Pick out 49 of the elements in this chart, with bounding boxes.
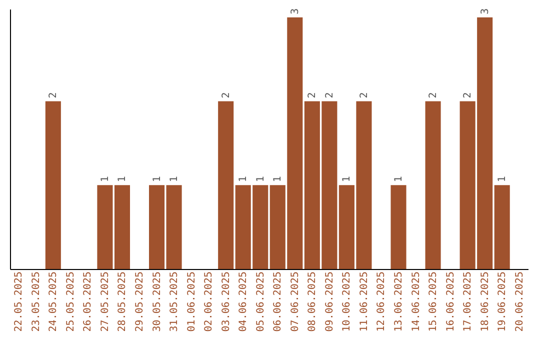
- x-tick-label: 15.06.2025: [428, 272, 440, 332]
- x-tick-label: 05.06.2025: [255, 272, 266, 332]
- x-tick-label: 02.06.2025: [204, 272, 215, 332]
- data-label: 3: [480, 8, 491, 14]
- data-label: 1: [152, 176, 163, 182]
- x-tick-label: 06.06.2025: [272, 272, 284, 332]
- x-tick-label: 01.06.2025: [186, 272, 198, 332]
- data-label: 1: [100, 176, 111, 182]
- x-tick-label: 24.05.2025: [48, 272, 60, 332]
- data-label: 1: [238, 176, 250, 182]
- data-label: 2: [307, 92, 318, 98]
- data-label: 2: [358, 92, 370, 98]
- x-tick-label: 13.06.2025: [394, 272, 404, 332]
- x-tick-label: 27.05.2025: [100, 272, 111, 332]
- data-label: 2: [428, 92, 440, 98]
- x-tick-label: 25.05.2025: [65, 272, 76, 332]
- x-tick-label: 03.06.2025: [220, 272, 232, 332]
- x-tick-label: 08.06.2025: [307, 272, 318, 332]
- x-tick-label: 04.06.2025: [238, 272, 250, 332]
- x-tick-label: 30.05.2025: [152, 272, 163, 332]
- data-label: 2: [220, 92, 232, 98]
- x-tick-label: 31.05.2025: [169, 272, 180, 332]
- x-tick-label: 20.06.2025: [514, 272, 526, 332]
- x-tick-label: 11.06.2025: [358, 272, 370, 332]
- x-tick-label: 26.05.2025: [82, 272, 94, 332]
- x-tick-label: 07.06.2025: [290, 272, 301, 332]
- x-tick-label: 10.06.2025: [342, 272, 353, 332]
- x-tick-label: 29.05.2025: [134, 272, 146, 332]
- x-tick-label: 23.05.2025: [30, 272, 42, 332]
- data-label: 1: [394, 176, 404, 182]
- x-tick-label: 19.06.2025: [497, 272, 508, 332]
- data-label: 1: [272, 176, 284, 182]
- x-tick-label: 14.06.2025: [410, 272, 422, 332]
- data-label: 1: [169, 176, 180, 182]
- data-label: 1: [497, 176, 508, 182]
- data-label: 2: [48, 92, 60, 98]
- x-tick-label: 12.06.2025: [376, 272, 388, 332]
- data-label: 2: [324, 92, 336, 98]
- x-tick-label: 28.05.2025: [117, 272, 128, 332]
- data-label: 1: [255, 176, 266, 182]
- x-tick-label: 18.06.2025: [480, 272, 491, 332]
- data-label: 1: [342, 176, 353, 182]
- data-label: 1: [117, 176, 128, 182]
- x-tick-label: 16.06.2025: [445, 272, 456, 332]
- x-tick-label: 09.06.2025: [324, 272, 336, 332]
- data-label: 3: [290, 8, 301, 14]
- data-label: 2: [462, 92, 474, 98]
- x-tick-label: 22.05.2025: [14, 272, 25, 332]
- x-tick-label: 17.06.2025: [462, 272, 474, 332]
